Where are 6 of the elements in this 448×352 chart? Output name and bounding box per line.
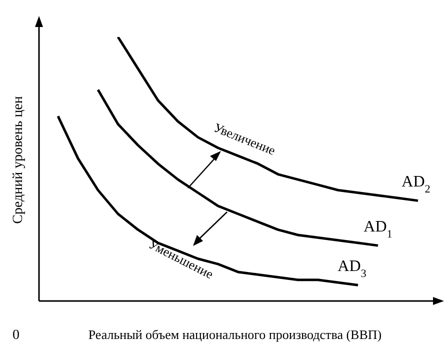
y-axis-title: Средний уровень цен — [11, 96, 26, 224]
series-label: AD$_{2}$ — [402, 174, 430, 196]
x-axis-title: Реальный объем национального производства (ВВП) — [88, 327, 382, 342]
series-label: AD$_{1}$ — [364, 218, 392, 241]
text: 0 — [12, 328, 20, 343]
series-label: AD$_{3}$ — [338, 258, 367, 280]
